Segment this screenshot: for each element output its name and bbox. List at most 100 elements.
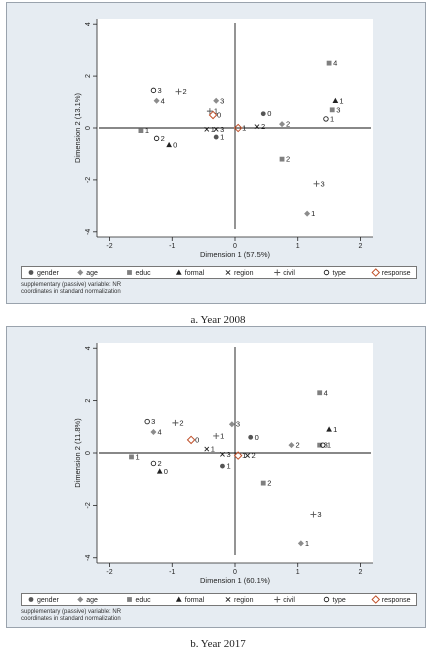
point-type-3: 3: [144, 417, 155, 426]
point-civil-3: 3: [310, 510, 322, 519]
point-label: 3: [220, 96, 224, 105]
point-gender-1: 1: [213, 133, 224, 142]
point-educ-2: 2: [279, 155, 290, 164]
legend-label: civil: [283, 270, 295, 277]
y-tick-label: 0: [85, 126, 92, 130]
point-label: 3: [324, 441, 328, 450]
point-label: 3: [226, 450, 230, 459]
legend-label: type: [333, 597, 346, 604]
legend-label: age: [86, 597, 98, 604]
point-educ-4: 4: [317, 388, 328, 397]
point-label: 2: [286, 155, 290, 164]
x-tick-label: 1: [296, 243, 300, 250]
point-label: 1: [333, 425, 337, 434]
legend-label: civil: [283, 597, 295, 604]
point-educ-4: 4: [326, 59, 337, 68]
x-axis-label: Dimension 1 (60.1%): [200, 576, 271, 585]
legend-label: educ: [136, 597, 152, 604]
point-label: 2: [295, 441, 299, 450]
legend-item-type: type: [323, 596, 346, 604]
point-age-2: 2: [288, 441, 300, 450]
point-label: 3: [157, 86, 161, 95]
point-label: 2: [252, 451, 256, 460]
point-type-2: 2: [153, 134, 165, 143]
point-label: 1: [220, 133, 224, 142]
point-educ-1: 1: [129, 452, 140, 461]
point-label: 0: [164, 467, 168, 476]
point-label: 3: [321, 179, 325, 188]
point-civil-3: 3: [313, 179, 325, 188]
point-formal-0: 0: [156, 467, 168, 476]
legend-item-response: response: [371, 268, 411, 277]
note-line: supplementary (passive) variable: NR: [21, 609, 122, 615]
x-tick-label: 1: [296, 569, 300, 576]
point-label: 1: [226, 462, 230, 471]
point-age-2: 2: [279, 120, 290, 129]
legend-label: formal: [185, 270, 205, 277]
y-tick-label: 0: [85, 451, 92, 455]
point-label: 1: [311, 209, 315, 218]
x-tick-label: 2: [359, 569, 363, 576]
point-label: 3: [236, 420, 240, 429]
point-label: 4: [324, 388, 328, 397]
note-2017: supplementary (passive) variable: NR coo…: [21, 609, 121, 623]
point-label: 1: [330, 114, 334, 123]
point-educ-3: 3: [329, 105, 340, 114]
point-region-3: 3: [213, 125, 224, 134]
point-region-1: 1: [204, 445, 215, 454]
point-response-1: 1: [233, 124, 246, 133]
point-age-1: 1: [304, 209, 315, 218]
point-region-2: 2: [245, 451, 256, 460]
point-civil-1: 1: [206, 107, 218, 116]
point-region-1: 1: [204, 125, 215, 134]
point-gender-0: 0: [248, 433, 259, 442]
point-label: 2: [261, 122, 265, 131]
legend-label: response: [382, 270, 411, 277]
point-label: 2: [157, 459, 161, 468]
point-label: 2: [267, 479, 271, 488]
legend-label: response: [382, 597, 411, 604]
legend-item-gender: gender: [28, 270, 59, 277]
x-tick-label: -1: [169, 243, 175, 250]
legend-item-formal: formal: [175, 596, 205, 604]
point-label: 1: [211, 445, 215, 454]
point-civil-2: 2: [172, 418, 184, 427]
point-label: 3: [317, 510, 321, 519]
note-line: coordinates in standard normalization: [21, 289, 121, 295]
chart-panel-2008: -4 -2 0 2 4 -2 -1 0 1 2 Dimension 1 (57.5%) Dimensi…: [6, 2, 426, 304]
point-label: 3: [151, 417, 155, 426]
point-label: 2: [183, 87, 187, 96]
point-response-0: 0: [186, 435, 199, 444]
point-type-1: 1: [323, 114, 334, 123]
legend-items-2017: gender age educ formal region civil type respon…: [28, 595, 411, 604]
point-label: 1: [220, 431, 224, 440]
legend-2008: gender age educ formal region civil type respon…: [21, 266, 417, 279]
y-tick-label: 4: [85, 22, 92, 26]
x-tick-label: -2: [106, 569, 112, 576]
legend-label: region: [234, 270, 254, 277]
point-label: 1: [136, 452, 140, 461]
point-label: 1: [242, 451, 246, 460]
legend-item-region: region: [225, 270, 254, 277]
x-tick-label: 2: [359, 243, 363, 250]
y-tick-label: -4: [85, 229, 92, 235]
point-age-4: 4: [150, 428, 162, 437]
legend-item-age: age: [77, 269, 98, 277]
point-label: 1: [211, 125, 215, 134]
point-label: 4: [161, 96, 165, 105]
note-2008: supplementary (passive) variable: NR coo…: [21, 282, 121, 296]
point-age-1: 1: [297, 539, 309, 548]
point-age-4: 4: [153, 96, 165, 105]
y-tick-label: -2: [85, 177, 92, 183]
point-type-1: 1: [320, 441, 331, 450]
legend-label: type: [333, 270, 346, 277]
point-label: 1: [242, 124, 246, 133]
point-type-3: 3: [150, 86, 162, 95]
point-label: 0: [217, 111, 221, 120]
point-label: 2: [179, 418, 183, 427]
point-label: 0: [255, 433, 259, 442]
x-tick-label: -2: [106, 243, 112, 250]
point-age-3: 3: [228, 420, 240, 429]
legend-item-formal: formal: [175, 269, 205, 277]
